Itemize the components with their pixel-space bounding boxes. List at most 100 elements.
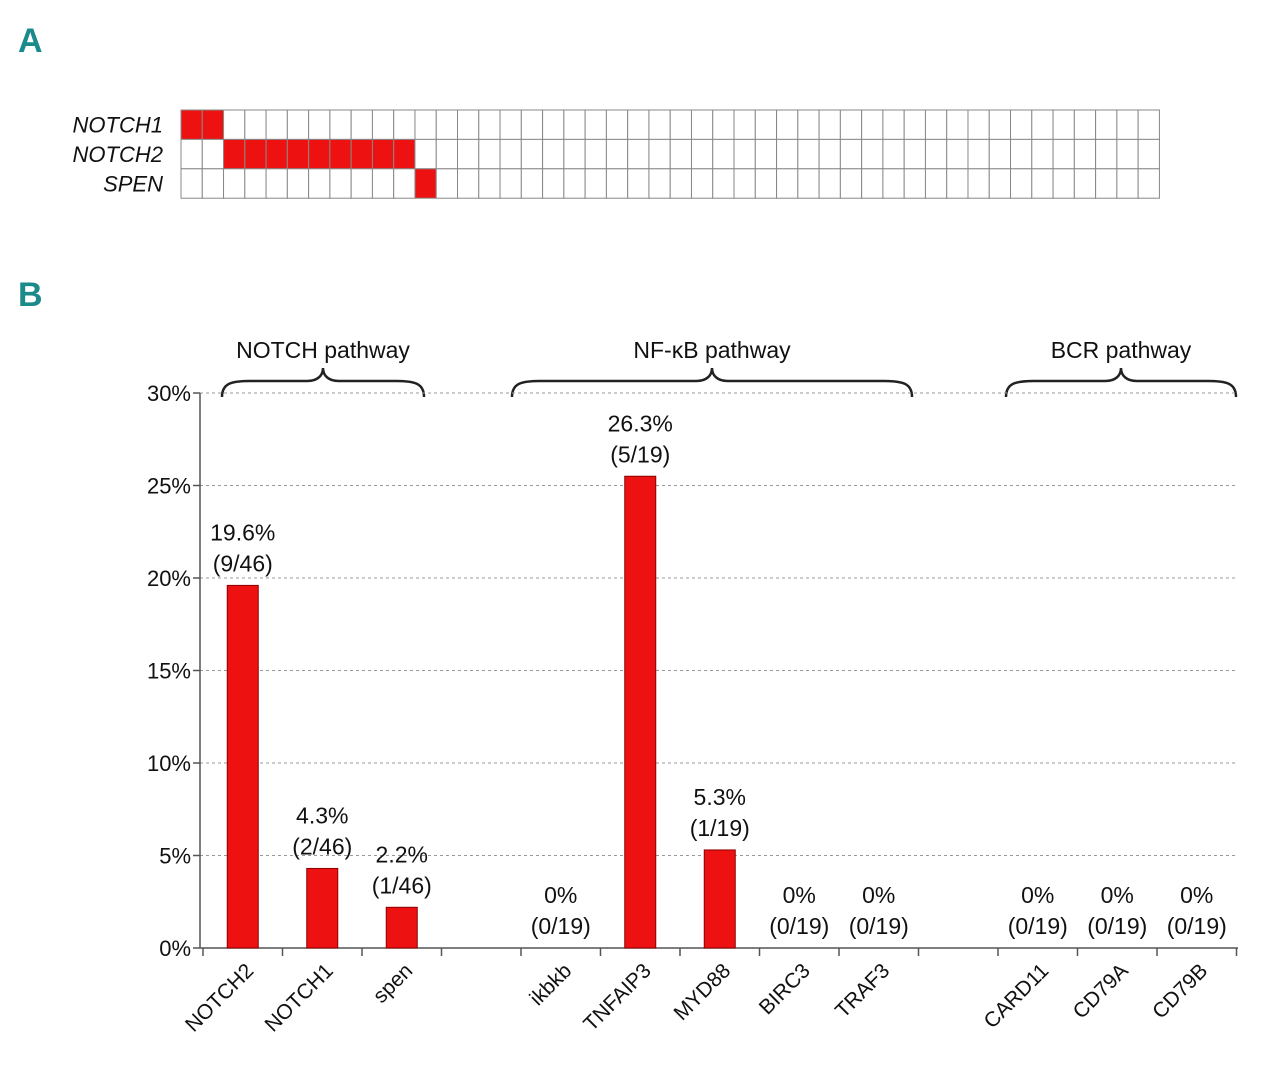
- grid-cell: [648, 138, 671, 170]
- y-tick-label: 15%: [147, 659, 191, 684]
- grid-cell: [946, 168, 969, 199]
- grid-cell: [286, 168, 310, 199]
- mutated-cell: [329, 138, 352, 170]
- grid-cell: [839, 138, 863, 170]
- grid-cell: [1073, 109, 1097, 140]
- x-category-label: BIRC3: [755, 959, 815, 1019]
- y-tick-label: 20%: [147, 566, 191, 591]
- x-category-label: NOTCH1: [260, 959, 337, 1036]
- data-label-pct: 0%: [1180, 882, 1213, 908]
- grid-cell: [776, 168, 799, 199]
- grid-cell: [1116, 138, 1139, 170]
- grid-cell: [903, 138, 926, 170]
- grid-cell: [350, 109, 373, 140]
- gene-label-notch1: NOTCH1: [73, 113, 163, 138]
- data-label-frac: (1/19): [690, 815, 750, 841]
- grid-cell: [286, 109, 310, 140]
- y-tick-label: 25%: [147, 474, 191, 499]
- mutated-cell: [414, 168, 437, 199]
- x-category-label: CD79A: [1069, 959, 1133, 1023]
- grid-cell: [1010, 109, 1033, 140]
- grid-cell: [648, 168, 671, 199]
- grid-cell: [1116, 109, 1139, 140]
- grid-cell: [520, 109, 544, 140]
- grid-cell: [414, 138, 437, 170]
- grid-cell: [903, 109, 926, 140]
- gene-labels: NOTCH1 NOTCH2 SPEN: [73, 113, 164, 197]
- grid-cell: [542, 138, 565, 170]
- grid-cell: [563, 168, 586, 199]
- grid-cell: [1095, 109, 1118, 140]
- mutated-cell: [180, 109, 203, 140]
- grid-cell: [797, 138, 820, 170]
- grid-cell: [882, 168, 905, 199]
- grid-cell: [712, 109, 735, 140]
- grid-cell: [669, 138, 692, 170]
- grid-cell: [1031, 109, 1054, 140]
- bar-spen: [385, 906, 418, 949]
- data-label-frac: (2/46): [292, 833, 352, 859]
- grid-cell: [499, 138, 522, 170]
- data-label-frac: (0/19): [531, 913, 591, 939]
- panel-b-letter: B: [18, 276, 43, 314]
- grid-cell: [1052, 109, 1075, 140]
- data-label-pct: 0%: [544, 882, 577, 908]
- grid-cell: [1052, 168, 1075, 199]
- mutated-cell: [244, 138, 267, 170]
- grid-cell: [1073, 138, 1097, 170]
- grid-cell: [605, 168, 629, 199]
- grid-cell: [988, 138, 1012, 170]
- grid-cell: [712, 138, 735, 170]
- grid-cell: [180, 138, 203, 170]
- grid-cell: [797, 109, 820, 140]
- grid-cell: [1116, 168, 1139, 199]
- grid-cell: [627, 109, 650, 140]
- grid-cell: [520, 168, 544, 199]
- grid-cell: [776, 138, 799, 170]
- grid-cell: [244, 109, 267, 140]
- grid-cell: [924, 109, 948, 140]
- grid-cell: [499, 109, 522, 140]
- grid-cell: [733, 168, 756, 199]
- x-category-label: TNFAIP3: [579, 959, 656, 1036]
- grid-cell: [861, 109, 884, 140]
- grid-cell: [244, 168, 267, 199]
- pathway-label: NOTCH pathway: [236, 337, 410, 363]
- grid-cell: [1137, 138, 1160, 170]
- grid-cell: [457, 109, 480, 140]
- pathway-brackets: NOTCH pathway NF-κB pathway BCR pathway: [220, 337, 1238, 398]
- grid-cell: [520, 138, 544, 170]
- grid-cell: [414, 109, 437, 140]
- grid-cell: [1095, 138, 1118, 170]
- grid-cell: [605, 138, 629, 170]
- x-category-label: TRAF3: [831, 959, 894, 1022]
- data-label-pct: 4.3%: [296, 802, 348, 828]
- y-tick-label: 30%: [147, 381, 191, 406]
- data-label-frac: (5/19): [610, 441, 670, 467]
- grid-cell: [839, 168, 863, 199]
- grid-cell: [967, 109, 990, 140]
- grid-cell: [201, 138, 225, 170]
- grid-cell: [371, 109, 395, 140]
- grid-cell: [542, 168, 565, 199]
- grid-cell: [690, 138, 714, 170]
- grid-cell: [1031, 168, 1054, 199]
- grid-cell: [712, 168, 735, 199]
- data-label-pct: 2.2%: [376, 841, 428, 867]
- grid-cell: [754, 138, 778, 170]
- x-category-label: CARD11: [980, 959, 1054, 1033]
- x-category-label: NOTCH2: [181, 959, 258, 1036]
- y-tick-label: 0%: [159, 936, 191, 961]
- grid-cell: [201, 168, 225, 199]
- grid-cell: [393, 168, 416, 199]
- grid-cell: [797, 168, 820, 199]
- y-tick-label: 10%: [147, 751, 191, 776]
- panel-a-letter: A: [18, 22, 43, 60]
- grid-cell: [542, 109, 565, 140]
- grid-cell: [223, 168, 246, 199]
- pathway-bracket: [220, 367, 426, 398]
- grid-cell: [457, 168, 480, 199]
- grid-cell: [350, 168, 373, 199]
- bar-chart: 0% 5% 10% 15% 20% 25% 30% 19.6% (9/46) NOTCH2 4.3%…: [147, 381, 1238, 1037]
- grid-cell: [1010, 168, 1033, 199]
